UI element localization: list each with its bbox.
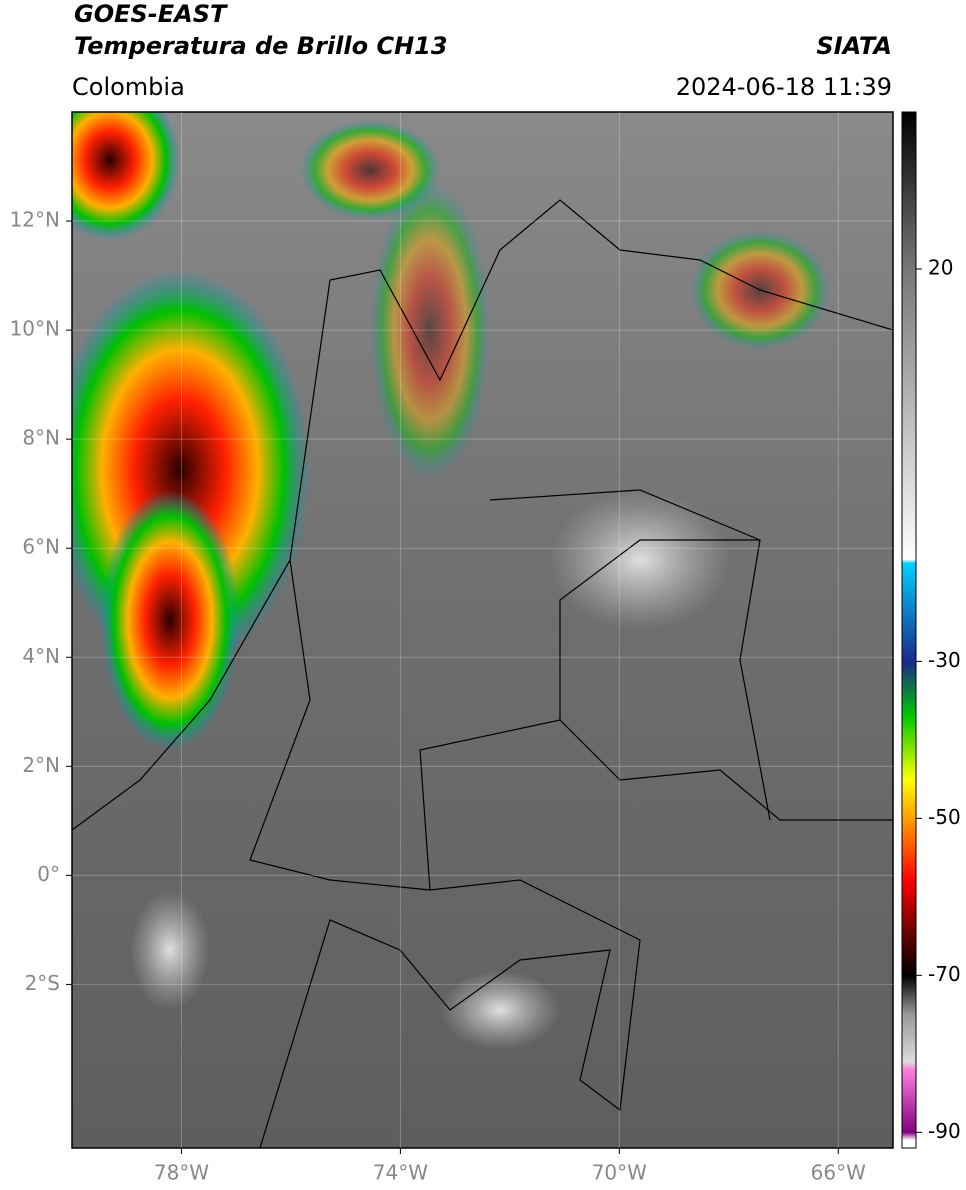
map-frame — [71, 111, 894, 1149]
lon-label: 74°W — [373, 1161, 428, 1185]
lat-label: 2°S — [25, 971, 60, 995]
colorbar-label: -70 — [928, 962, 961, 986]
lat-label: 0° — [37, 862, 60, 886]
colorbar-label: 20 — [928, 255, 953, 279]
lat-label: 4°N — [22, 644, 60, 668]
colorbar-label: -50 — [928, 805, 961, 829]
lat-label: 12°N — [10, 208, 60, 232]
region: Colombia — [72, 73, 185, 101]
satellite-image — [72, 112, 893, 1148]
lat-label: 2°N — [22, 753, 60, 777]
lon-label: 70°W — [592, 1161, 647, 1185]
colorbar — [901, 111, 917, 1149]
lat-label: 8°N — [22, 426, 60, 450]
subtitle: Temperatura de Brillo CH13 — [74, 32, 448, 60]
source: SIATA — [816, 32, 892, 60]
title: GOES-EAST — [74, 0, 228, 28]
lon-label: 78°W — [154, 1161, 209, 1185]
colorbar-label: -30 — [928, 648, 961, 672]
lat-label: 10°N — [10, 317, 60, 341]
lon-label: 66°W — [811, 1161, 866, 1185]
timestamp: 2024-06-18 11:39 — [676, 73, 892, 101]
lat-label: 6°N — [22, 535, 60, 559]
colorbar-label: -90 — [928, 1119, 961, 1143]
